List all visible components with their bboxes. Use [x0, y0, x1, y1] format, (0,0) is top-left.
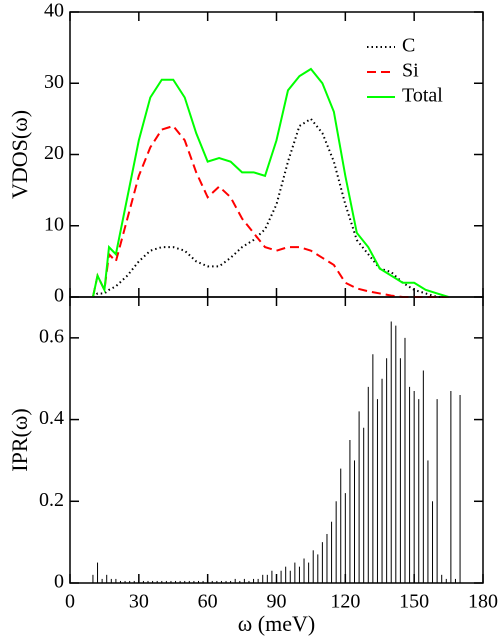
- y-tick-label: 0.6: [39, 325, 64, 347]
- x-tick-label: 180: [468, 591, 498, 613]
- y-tick-label: 0: [54, 285, 64, 307]
- x-tick-label: 60: [198, 591, 218, 613]
- series-line: [92, 117, 449, 298]
- plot-frame: [69, 11, 484, 298]
- x-tick-label: 90: [267, 591, 287, 613]
- legend-label: Total: [402, 85, 443, 107]
- x-tick-label: 30: [129, 591, 149, 613]
- y-axis-label: VDOS(ω): [7, 110, 32, 199]
- y-tick-label: 40: [44, 0, 64, 22]
- series-line: [91, 124, 449, 298]
- x-tick-label: 150: [399, 591, 429, 613]
- y-tick-label: 20: [44, 142, 64, 164]
- series-line: [91, 67, 449, 298]
- y-tick-label: 30: [44, 71, 64, 93]
- x-axis-label: ω (meV): [238, 611, 315, 636]
- y-tick-label: 0: [54, 571, 64, 593]
- legend-label: C: [402, 35, 415, 57]
- y-tick-label: 10: [44, 213, 64, 235]
- plot-frame: [69, 296, 484, 584]
- legend-label: Si: [402, 60, 419, 82]
- y-tick-label: 0.4: [39, 407, 64, 429]
- y-tick-label: 0.2: [39, 489, 64, 511]
- x-tick-label: 0: [65, 591, 75, 613]
- x-tick-label: 120: [330, 591, 360, 613]
- y-axis-label: IPR(ω): [7, 408, 32, 471]
